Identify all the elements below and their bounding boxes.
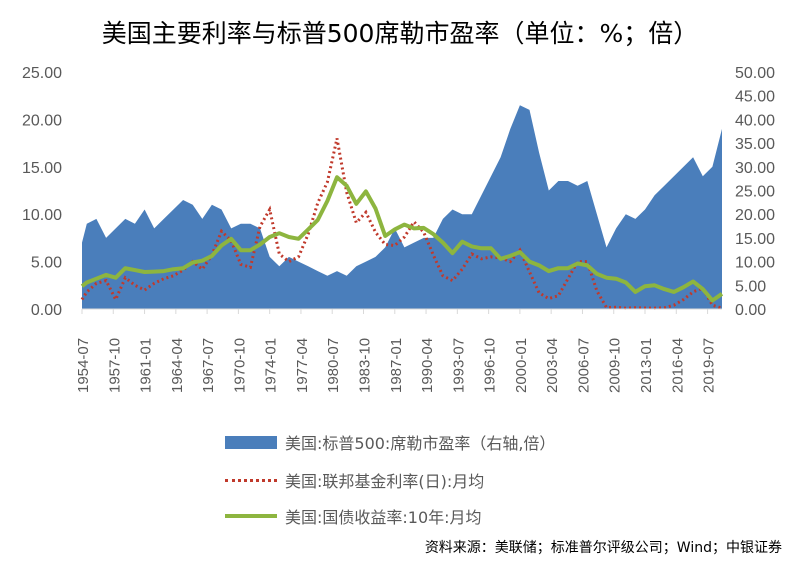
y-right-tick-label: 40.00 [735, 112, 775, 129]
pe-area [82, 105, 722, 309]
x-tick-label: 1983-10 [357, 338, 374, 393]
legend-swatch-area [225, 435, 277, 449]
x-tick-label: 1964-04 [169, 338, 186, 393]
legend-label: 美国:标普500:席勒市盈率（右轴,倍） [285, 434, 556, 453]
y-left-tick-label: 0.00 [31, 302, 62, 319]
chart-title: 美国主要利率与标普500席勒市盈率（单位：%；倍） [101, 19, 699, 48]
x-tick-label: 2000-01 [513, 338, 530, 393]
x-tick-label: 1974-01 [263, 338, 280, 393]
y-right-tick-label: 45.00 [735, 89, 775, 106]
y-right-tick-label: 5.00 [735, 278, 766, 295]
x-tick-label: 1957-10 [106, 338, 123, 393]
x-tick-label: 1987-01 [388, 338, 405, 393]
x-tick-label: 1980-07 [325, 338, 342, 393]
y-right-tick-label: 30.00 [735, 160, 775, 177]
y-right-tick-label: 20.00 [735, 207, 775, 224]
x-tick-label: 2003-04 [544, 338, 561, 393]
x-tick-label: 1961-01 [138, 338, 155, 393]
x-tick-label: 1993-07 [450, 338, 467, 393]
source-note: 资料来源：美联储；标准普尔评级公司；Wind；中银证券 [424, 540, 782, 556]
y-left-tick-label: 5.00 [31, 255, 62, 272]
y-right-tick-label: 50.00 [735, 65, 775, 82]
legend-label: 美国:国债收益率:10年:月均 [285, 508, 482, 527]
x-tick-label: 2013-01 [638, 338, 655, 393]
y-left-tick-label: 20.00 [22, 112, 62, 129]
x-tick-label: 2006-07 [575, 338, 592, 393]
x-tick-label: 1990-04 [419, 338, 436, 393]
x-tick-label: 1996-10 [482, 338, 499, 393]
legend-item-pe: 美国:标普500:席勒市盈率（右轴,倍） [225, 430, 555, 454]
x-tick-label: 1954-07 [75, 338, 92, 393]
legend-swatch-dotted [225, 478, 277, 482]
y-right-tick-label: 10.00 [735, 255, 775, 272]
x-tick-label: 1967-07 [200, 338, 217, 393]
y-left-tick-label: 10.00 [22, 207, 62, 224]
y-right-tick-label: 0.00 [735, 302, 766, 319]
y-right-tick-label: 15.00 [735, 231, 775, 248]
x-tick-label: 1977-04 [294, 338, 311, 393]
y-right-tick-label: 25.00 [735, 184, 775, 201]
y-right-tick-label: 35.00 [735, 136, 775, 153]
x-tick-label: 2009-10 [607, 338, 624, 393]
legend-swatch-line [225, 514, 277, 518]
treasury-10y-line [80, 175, 724, 303]
x-tick-label: 2016-04 [669, 338, 686, 393]
legend-item-10y: 美国:国债收益率:10年:月均 [225, 504, 482, 528]
legend-item-fed: 美国:联邦基金利率(日):月均 [225, 468, 484, 492]
y-left-tick-label: 15.00 [22, 160, 62, 177]
x-tick-label: 1970-10 [231, 338, 248, 393]
legend-label: 美国:联邦基金利率(日):月均 [285, 472, 485, 491]
x-tick-label: 2019-07 [701, 338, 718, 393]
y-left-tick-label: 25.00 [22, 65, 62, 82]
